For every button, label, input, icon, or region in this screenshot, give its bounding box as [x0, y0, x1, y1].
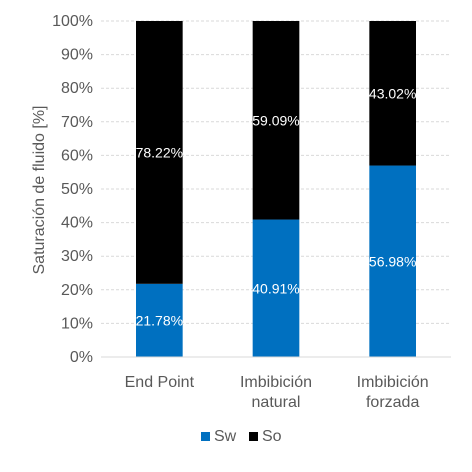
y-tick-label: 100% — [52, 13, 93, 30]
y-tick-label: 70% — [61, 114, 93, 131]
data-labels: 21.78% 78.22% 40.91% 59.09% 56.98% 43.02% — [136, 85, 417, 328]
data-label: 40.91% — [252, 280, 299, 296]
data-label: 59.09% — [252, 112, 299, 128]
data-label: 43.02% — [369, 85, 416, 101]
bar-segment-so — [136, 21, 183, 284]
x-category-label: End Point — [125, 374, 195, 391]
bars — [136, 21, 416, 357]
y-tick-label: 30% — [61, 248, 93, 265]
legend-swatch-sw — [201, 432, 210, 441]
y-tick-label: 0% — [70, 349, 93, 366]
bar-segment-sw — [252, 219, 300, 357]
bar-segment-sw — [369, 165, 416, 357]
y-tick-label: 90% — [61, 47, 93, 64]
bar-segment-so — [252, 21, 300, 220]
data-label: 21.78% — [136, 312, 183, 328]
legend: Sw So — [201, 428, 282, 445]
y-tick-label: 80% — [61, 80, 93, 97]
axes: 0% 10% 20% 30% 40% 50% 60% 70% 80% 90% 100% End Poi… — [52, 13, 451, 411]
y-tick-label: 40% — [61, 215, 93, 232]
legend-label: Sw — [214, 428, 237, 445]
x-category-label: Imbibición natural — [240, 374, 312, 411]
y-tick-label: 20% — [61, 282, 93, 299]
y-tick-label: 60% — [61, 147, 93, 164]
x-category-label: Imbibición forzada — [357, 374, 429, 411]
y-axis-title: Saturación de fluido [%] — [31, 106, 48, 275]
data-label: 56.98% — [369, 253, 416, 269]
legend-swatch-so — [249, 432, 258, 441]
legend-label: So — [262, 428, 282, 445]
y-tick-label: 10% — [61, 315, 93, 332]
bar-segment-so — [369, 21, 416, 166]
data-label: 78.22% — [136, 144, 183, 160]
y-tick-label: 50% — [61, 181, 93, 198]
bar-segment-sw — [136, 283, 183, 357]
